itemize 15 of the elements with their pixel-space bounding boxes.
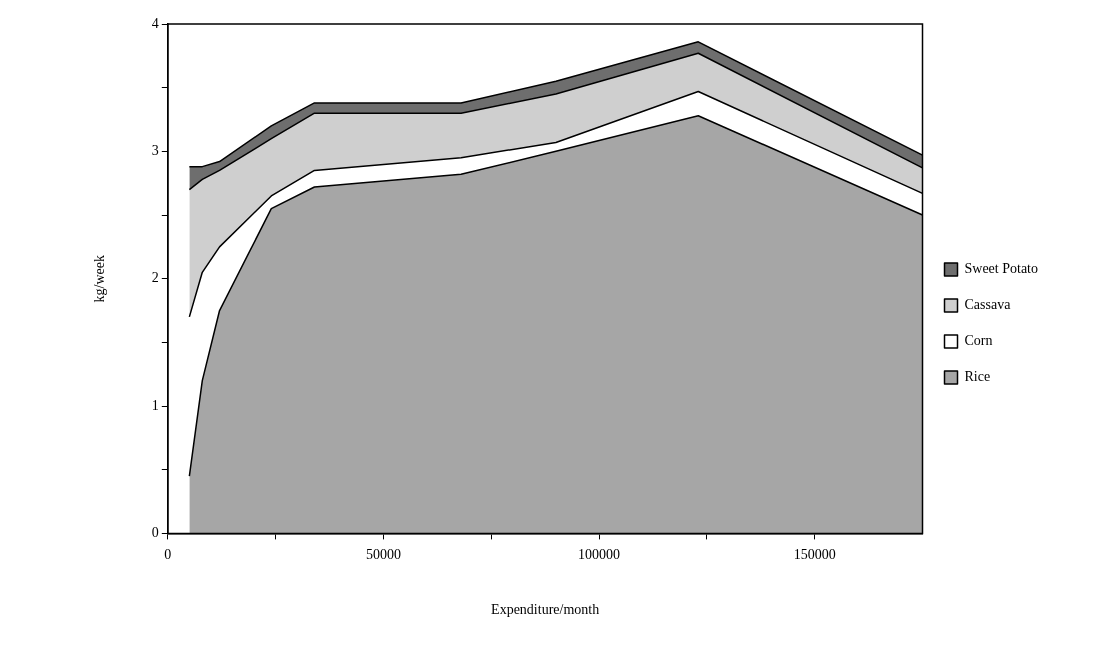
legend-label: Sweet Potato bbox=[964, 261, 1039, 277]
y-tick-label: 1 bbox=[151, 397, 159, 413]
legend-label: Corn bbox=[964, 333, 993, 349]
y-tick-label: 4 bbox=[151, 15, 159, 31]
legend-label: Rice bbox=[964, 369, 991, 385]
x-tick-label: 150000 bbox=[793, 547, 836, 563]
x-tick-label: 50000 bbox=[365, 547, 401, 563]
x-tick-label: 100000 bbox=[578, 547, 621, 563]
y-tick-label: 2 bbox=[151, 270, 159, 286]
y-tick-label: 3 bbox=[151, 143, 159, 159]
y-tick-label: 0 bbox=[151, 525, 159, 541]
x-axis-title: Expenditure/month bbox=[491, 602, 600, 618]
x-tick-label: 0 bbox=[164, 547, 172, 563]
y-axis-title: kg/week bbox=[92, 254, 108, 303]
legend-label: Cassava bbox=[964, 297, 1012, 313]
